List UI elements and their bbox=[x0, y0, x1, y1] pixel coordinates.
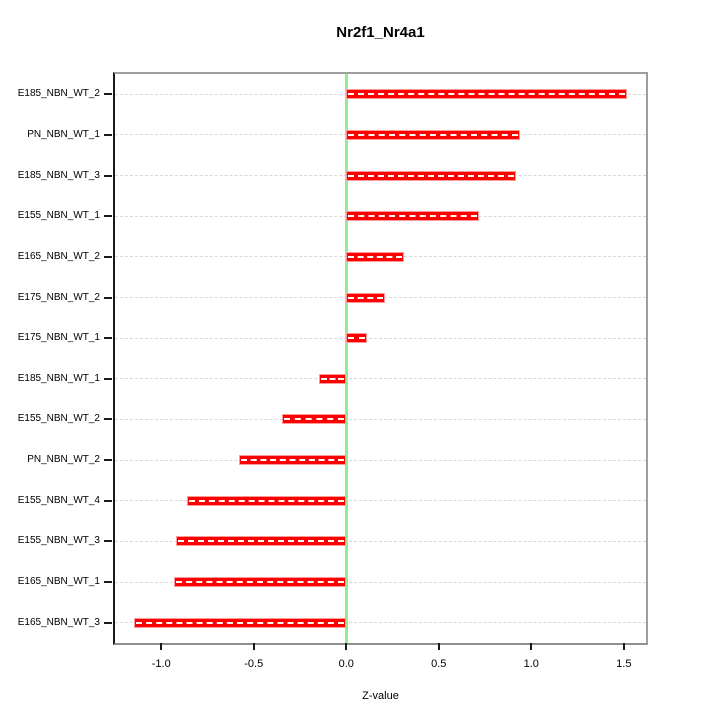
x-axis-tick bbox=[437, 643, 440, 650]
y-axis-label: PN_NBN_WT_1 bbox=[27, 128, 100, 140]
y-axis-tick bbox=[104, 418, 112, 421]
y-axis-label: E175_NBN_WT_1 bbox=[17, 332, 100, 344]
y-axis-label: E185_NBN_WT_3 bbox=[17, 169, 100, 181]
bar bbox=[346, 251, 404, 262]
x-axis-tick-label: -0.5 bbox=[244, 658, 264, 670]
bar-center-dash bbox=[348, 133, 519, 136]
y-axis-label: PN_NBN_WT_2 bbox=[27, 454, 100, 466]
bar-center-dash bbox=[283, 418, 345, 421]
bar-center-dash bbox=[348, 93, 626, 96]
gridline bbox=[115, 459, 646, 461]
bar bbox=[346, 89, 628, 100]
bar bbox=[346, 292, 386, 303]
y-axis-label: E175_NBN_WT_2 bbox=[17, 291, 100, 303]
bar-center-dash bbox=[348, 215, 478, 218]
x-axis-tick bbox=[160, 643, 163, 650]
x-axis-tick bbox=[530, 643, 533, 650]
x-axis-tick-label: -1.0 bbox=[151, 658, 171, 670]
gridline bbox=[115, 378, 646, 380]
y-axis-label: E185_NBN_WT_1 bbox=[17, 372, 100, 384]
bar-center-dash bbox=[348, 337, 365, 340]
y-axis-label: E155_NBN_WT_4 bbox=[17, 494, 100, 506]
bar bbox=[346, 170, 517, 181]
y-axis-tick bbox=[104, 499, 112, 502]
zero-value-line bbox=[344, 74, 348, 643]
bar-center-dash bbox=[135, 621, 345, 624]
bar bbox=[174, 577, 347, 588]
bar bbox=[176, 536, 347, 547]
gridline bbox=[115, 418, 646, 420]
bar bbox=[133, 617, 347, 628]
bar-center-dash bbox=[348, 174, 515, 177]
y-axis-label: E185_NBN_WT_2 bbox=[17, 88, 100, 100]
gridline bbox=[115, 540, 646, 542]
bar bbox=[318, 373, 347, 384]
bar bbox=[187, 495, 347, 506]
bar bbox=[346, 333, 367, 344]
bar-center-dash bbox=[240, 459, 345, 462]
bar-center-dash bbox=[320, 377, 345, 380]
bar-center-dash bbox=[348, 255, 402, 258]
y-axis-label: E155_NBN_WT_3 bbox=[17, 535, 100, 547]
y-axis-tick bbox=[104, 337, 112, 340]
x-axis-tick-label: 1.0 bbox=[523, 658, 539, 670]
y-axis-tick bbox=[104, 296, 112, 299]
bar bbox=[346, 211, 480, 222]
plot-area bbox=[113, 72, 648, 645]
y-axis-tick bbox=[104, 540, 112, 543]
chart-title: Nr2f1_Nr4a1 bbox=[336, 24, 425, 41]
bar bbox=[346, 129, 521, 140]
x-axis-title: Z-value bbox=[362, 690, 399, 702]
y-axis-label: E165_NBN_WT_3 bbox=[17, 616, 100, 628]
gridline bbox=[115, 622, 646, 624]
x-axis-tick bbox=[252, 643, 255, 650]
x-axis-tick-label: 1.5 bbox=[616, 658, 632, 670]
y-axis-tick bbox=[104, 93, 112, 96]
y-axis-tick bbox=[104, 459, 112, 462]
x-axis-tick-label: 0.5 bbox=[431, 658, 447, 670]
bar bbox=[238, 455, 347, 466]
gridline bbox=[115, 581, 646, 583]
bar-center-dash bbox=[178, 540, 345, 543]
y-axis-tick bbox=[104, 377, 112, 380]
y-axis-tick bbox=[104, 621, 112, 624]
y-axis-tick bbox=[104, 581, 112, 584]
bar bbox=[281, 414, 347, 425]
bar-center-dash bbox=[348, 296, 384, 299]
x-axis-tick-label: 0.0 bbox=[338, 658, 354, 670]
x-axis-tick bbox=[345, 643, 348, 650]
y-axis-label: E165_NBN_WT_2 bbox=[17, 250, 100, 262]
bar-center-dash bbox=[176, 581, 345, 584]
y-axis-label: E155_NBN_WT_1 bbox=[17, 210, 100, 222]
y-axis-tick bbox=[104, 174, 112, 177]
y-axis-label: E155_NBN_WT_2 bbox=[17, 413, 100, 425]
y-axis-tick bbox=[104, 133, 112, 136]
gridline bbox=[115, 337, 646, 339]
x-axis-tick bbox=[622, 643, 625, 650]
y-axis-tick bbox=[104, 255, 112, 258]
gridline bbox=[115, 500, 646, 502]
y-axis-tick bbox=[104, 215, 112, 218]
bar-center-dash bbox=[189, 499, 345, 502]
y-axis-label: E165_NBN_WT_1 bbox=[17, 576, 100, 588]
